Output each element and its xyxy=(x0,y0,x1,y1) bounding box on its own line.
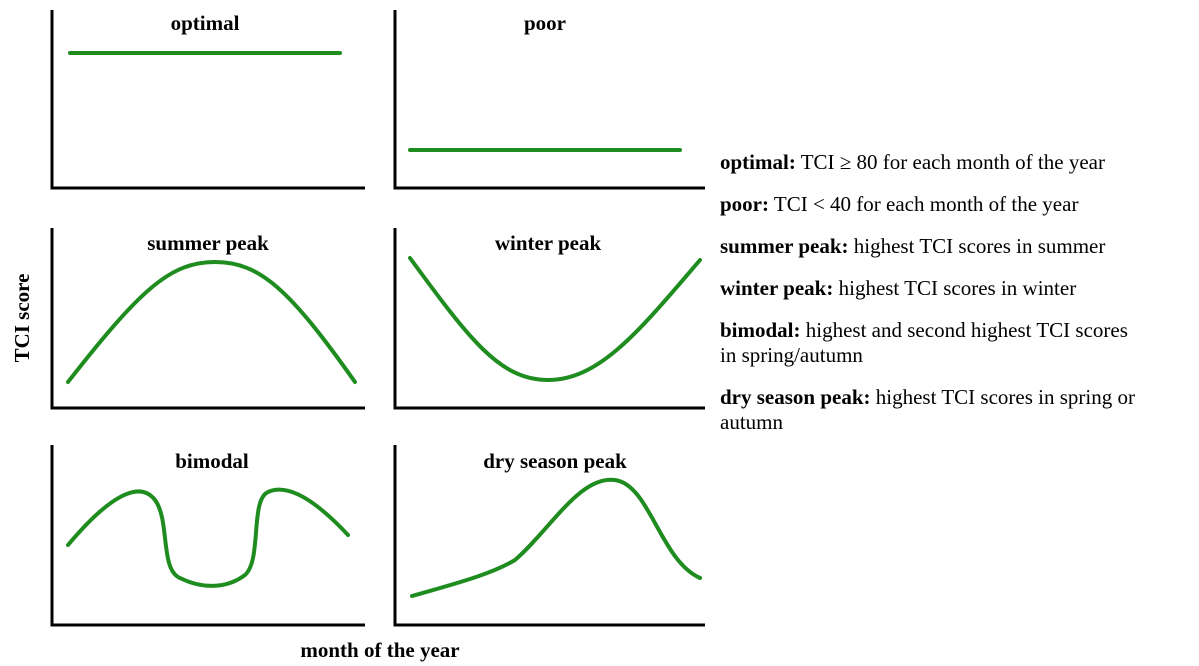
legend-term: optimal: xyxy=(720,150,796,174)
x-axis-label: month of the year xyxy=(300,638,459,662)
legend-definition: TCI < 40 for each month of the year xyxy=(773,192,1079,216)
panel-title: optimal xyxy=(171,11,240,35)
legend-item: bimodal: highest and second highest TCI … xyxy=(720,318,1140,368)
legend-definition: highest TCI scores in winter xyxy=(838,276,1077,300)
legend-item: summer peak: highest TCI scores in summe… xyxy=(720,234,1190,259)
curve xyxy=(408,256,702,383)
panel-axes xyxy=(50,10,365,190)
panel-title: bimodal xyxy=(175,449,249,473)
panel-title: dry season peak xyxy=(483,449,627,473)
legend-term: poor: xyxy=(720,192,769,216)
curve xyxy=(66,259,357,384)
panel-axes xyxy=(393,445,705,627)
curve xyxy=(66,487,350,588)
panel-title: winter peak xyxy=(495,231,602,255)
legend-term: dry season peak: xyxy=(720,385,871,409)
legend-item: dry season peak: highest TCI scores in s… xyxy=(720,385,1140,435)
panel-axes xyxy=(50,228,365,410)
legend-item: optimal: TCI ≥ 80 for each month of the … xyxy=(720,150,1190,175)
legend-definition: highest TCI scores in summer xyxy=(853,234,1106,258)
panel-axes xyxy=(393,228,705,410)
legend-term: summer peak: xyxy=(720,234,849,258)
panel-axes xyxy=(393,10,705,190)
legend-item: winter peak: highest TCI scores in winte… xyxy=(720,276,1190,301)
legend-definition: highest and second highest TCI scores in… xyxy=(720,318,1128,367)
y-axis-label: TCI score xyxy=(10,274,34,363)
legend-term: winter peak: xyxy=(720,276,834,300)
legend-definition: highest TCI scores in spring or autumn xyxy=(720,385,1135,434)
legend-term: bimodal: xyxy=(720,318,801,342)
legend: optimal: TCI ≥ 80 for each month of the … xyxy=(720,150,1190,452)
legend-item: poor: TCI < 40 for each month of the yea… xyxy=(720,192,1190,217)
curve xyxy=(410,477,702,598)
panel-axes xyxy=(50,445,365,627)
panel-title: poor xyxy=(524,11,566,35)
legend-definition: TCI ≥ 80 for each month of the year xyxy=(800,150,1105,174)
panel-title: summer peak xyxy=(147,231,269,255)
